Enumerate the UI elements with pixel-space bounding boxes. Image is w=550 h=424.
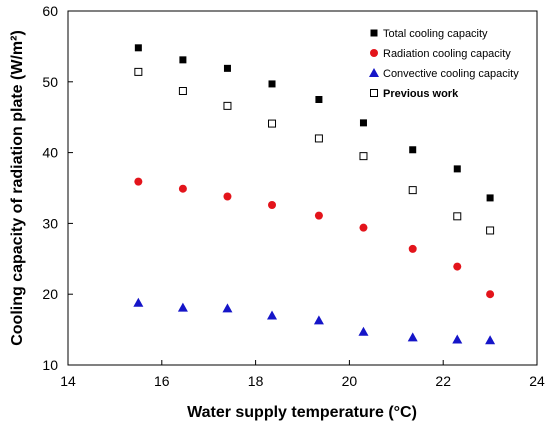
- data-point-series-4: [178, 87, 187, 96]
- x-tick-label: 14: [60, 373, 76, 389]
- x-tick-label: 20: [342, 373, 358, 389]
- data-point-series-3: [267, 310, 278, 320]
- legend: Total cooling capacity Radiation cooling …: [369, 28, 519, 100]
- data-point-series-2: [453, 262, 462, 271]
- data-point-series-3: [358, 326, 369, 336]
- x-tick-label: 16: [154, 373, 170, 389]
- x-axis-title: Water supply temperature (°C): [187, 404, 417, 421]
- y-tick-label: 20: [42, 286, 58, 302]
- data-point-series-4: [486, 226, 495, 235]
- legend-label-series-4: Previous work: [383, 88, 459, 100]
- data-point-series-2: [359, 223, 368, 232]
- data-point-series-2: [314, 211, 323, 220]
- legend-marker-series-3: [369, 68, 379, 77]
- data-point-series-4: [453, 212, 462, 221]
- y-axis-title: Cooling capacity of radiation plate (W/m…: [9, 30, 26, 346]
- data-point-series-1: [134, 44, 142, 52]
- data-point-series-3: [133, 297, 144, 307]
- y-tick-label: 60: [42, 3, 58, 19]
- data-point-series-4: [134, 67, 143, 76]
- data-point-series-3: [177, 302, 188, 312]
- data-point-series-3: [485, 335, 496, 345]
- data-point-series-1: [223, 64, 231, 72]
- data-point-series-4: [359, 152, 368, 161]
- data-point-series-2: [486, 290, 495, 299]
- data-point-series-3: [452, 334, 463, 344]
- legend-marker-series-4: [370, 89, 378, 97]
- data-point-series-1: [268, 80, 276, 88]
- y-tick-label: 50: [42, 74, 58, 90]
- data-point-series-1: [453, 165, 461, 173]
- x-axis: 14 16 18 20 22 24: [60, 360, 545, 389]
- y-axis: 10 20 30 40 50 60: [42, 3, 73, 373]
- data-point-series-4: [408, 186, 417, 195]
- y-tick-label: 10: [42, 357, 58, 373]
- x-tick-label: 24: [529, 373, 545, 389]
- y-tick-label: 40: [42, 145, 58, 161]
- data-point-series-3: [313, 315, 324, 325]
- data-point-series-2: [223, 192, 232, 201]
- plot-frame: [67, 10, 538, 366]
- data-point-series-2: [178, 184, 187, 193]
- y-tick-label: 30: [42, 215, 58, 231]
- data-point-series-4: [314, 134, 323, 143]
- legend-marker-series-1: [370, 29, 378, 37]
- data-point-series-1: [179, 56, 187, 64]
- data-point-series-1: [409, 146, 417, 154]
- data-point-series-1: [486, 194, 494, 202]
- data-point-series-2: [134, 177, 143, 186]
- legend-label-series-3: Convective cooling capacity: [383, 68, 519, 80]
- data-point-series-2: [408, 244, 417, 253]
- data-point-series-1: [359, 119, 367, 127]
- data-point-series-3: [222, 303, 233, 313]
- legend-label-series-1: Total cooling capacity: [383, 28, 488, 40]
- data-point-series-4: [223, 101, 232, 110]
- data-point-series-3: [407, 332, 418, 342]
- x-tick-label: 22: [435, 373, 451, 389]
- data-point-series-2: [268, 200, 277, 209]
- x-tick-label: 18: [248, 373, 264, 389]
- data-point-series-1: [315, 96, 323, 103]
- data-points: [133, 44, 496, 345]
- legend-label-series-2: Radiation cooling capacity: [383, 48, 511, 60]
- legend-marker-series-2: [370, 49, 378, 57]
- data-point-series-4: [268, 119, 277, 128]
